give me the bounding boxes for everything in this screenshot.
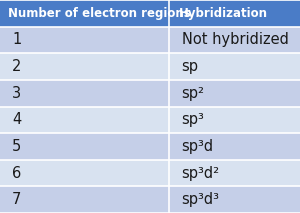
Bar bbox=[169, 160, 300, 186]
Bar bbox=[169, 27, 300, 53]
Text: Hybridization: Hybridization bbox=[178, 7, 268, 20]
Text: Number of electron regions: Number of electron regions bbox=[8, 7, 190, 20]
Text: 7: 7 bbox=[12, 192, 21, 207]
Text: sp³d³: sp³d³ bbox=[182, 192, 220, 207]
Bar bbox=[0, 160, 169, 186]
Bar bbox=[0, 186, 169, 213]
Bar bbox=[0, 27, 169, 53]
Text: 1: 1 bbox=[12, 32, 21, 47]
Bar bbox=[169, 0, 300, 27]
Text: sp: sp bbox=[182, 59, 199, 74]
Text: sp³d²: sp³d² bbox=[182, 166, 220, 181]
Bar bbox=[0, 80, 169, 106]
Text: sp²: sp² bbox=[182, 86, 205, 101]
Bar bbox=[0, 106, 169, 133]
Text: Not hybridized: Not hybridized bbox=[182, 32, 288, 47]
Text: 6: 6 bbox=[12, 166, 21, 181]
Bar bbox=[169, 53, 300, 80]
Bar bbox=[169, 80, 300, 106]
Bar bbox=[0, 0, 169, 27]
Text: sp³: sp³ bbox=[182, 112, 204, 127]
Text: 2: 2 bbox=[12, 59, 21, 74]
Bar bbox=[169, 106, 300, 133]
Bar bbox=[0, 133, 169, 160]
Bar bbox=[169, 186, 300, 213]
Text: sp³d: sp³d bbox=[182, 139, 214, 154]
Bar bbox=[0, 53, 169, 80]
Bar bbox=[169, 133, 300, 160]
Text: 3: 3 bbox=[12, 86, 21, 101]
Text: 4: 4 bbox=[12, 112, 21, 127]
Text: 5: 5 bbox=[12, 139, 21, 154]
